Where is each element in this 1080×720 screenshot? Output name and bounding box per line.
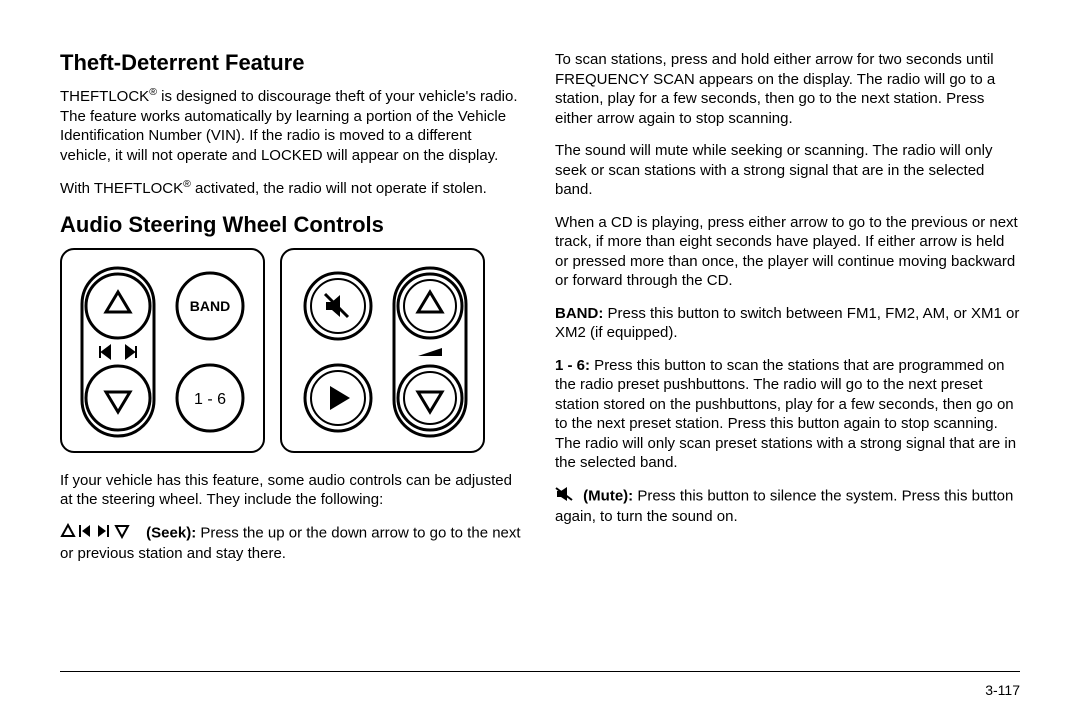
mute-label-text: (Mute): (583, 487, 633, 504)
triangle-down-icon-2 (418, 392, 442, 412)
theftlock-word: THEFTLOCK (60, 88, 149, 105)
prev-next-icon (100, 346, 136, 358)
panel-right (280, 248, 485, 453)
page-number: 3-117 (985, 682, 1020, 698)
theft-p2a: With THEFTLOCK (60, 180, 183, 197)
mute-desc: (Mute): Press this button to silence the… (555, 486, 1020, 527)
seek-label: (Seek): (146, 524, 196, 541)
controls-intro: If your vehicle has this feature, some a… (60, 471, 525, 510)
band-text: Press this button to switch between FM1,… (555, 305, 1019, 342)
control-panels: BAND 1 - 6 (60, 248, 525, 453)
heading-theft: Theft-Deterrent Feature (60, 50, 525, 76)
left-column: Theft-Deterrent Feature THEFTLOCK® is de… (60, 50, 525, 577)
preset-label: 1 - 6 (194, 391, 226, 408)
band-label-text: BAND: (555, 305, 603, 322)
vol-down-button (398, 366, 462, 430)
preset-label-text: 1 - 6: (555, 357, 590, 374)
theft-p1: THEFTLOCK® is designed to discourage the… (60, 86, 525, 165)
seek-up-button (86, 274, 150, 338)
band-label: BAND (190, 298, 230, 314)
mute-inline-icon (555, 486, 575, 508)
theft-p2b: activated, the radio will not operate if… (191, 180, 487, 197)
theft-p2: With THEFTLOCK® activated, the radio wil… (60, 178, 525, 199)
reg-mark: ® (149, 86, 157, 98)
right-column: To scan stations, press and hold either … (555, 50, 1020, 577)
footer-rule (60, 671, 1020, 672)
triangle-down-icon (106, 392, 130, 412)
volume-wedge-icon (418, 348, 442, 356)
seek-down-button (86, 366, 150, 430)
heading-audio: Audio Steering Wheel Controls (60, 212, 525, 238)
seek-desc: (Seek): Press the up or the down arrow t… (60, 523, 525, 564)
scan-p1: To scan stations, press and hold either … (555, 50, 1020, 128)
cd-p: When a CD is playing, press either arrow… (555, 213, 1020, 291)
vol-up-button (398, 274, 462, 338)
mute-icon (325, 294, 348, 317)
preset-desc: 1 - 6: Press this button to scan the sta… (555, 356, 1020, 473)
play-icon (330, 386, 350, 410)
reg-mark-2: ® (183, 178, 191, 190)
scan-p2: The sound will mute while seeking or sca… (555, 141, 1020, 200)
preset-text: Press this button to scan the stations t… (555, 357, 1016, 472)
seek-icons-inline (60, 523, 138, 545)
band-desc: BAND: Press this button to switch betwee… (555, 304, 1020, 343)
triangle-up-icon-2 (418, 292, 442, 312)
panel-left: BAND 1 - 6 (60, 248, 265, 453)
triangle-up-icon (106, 292, 130, 312)
